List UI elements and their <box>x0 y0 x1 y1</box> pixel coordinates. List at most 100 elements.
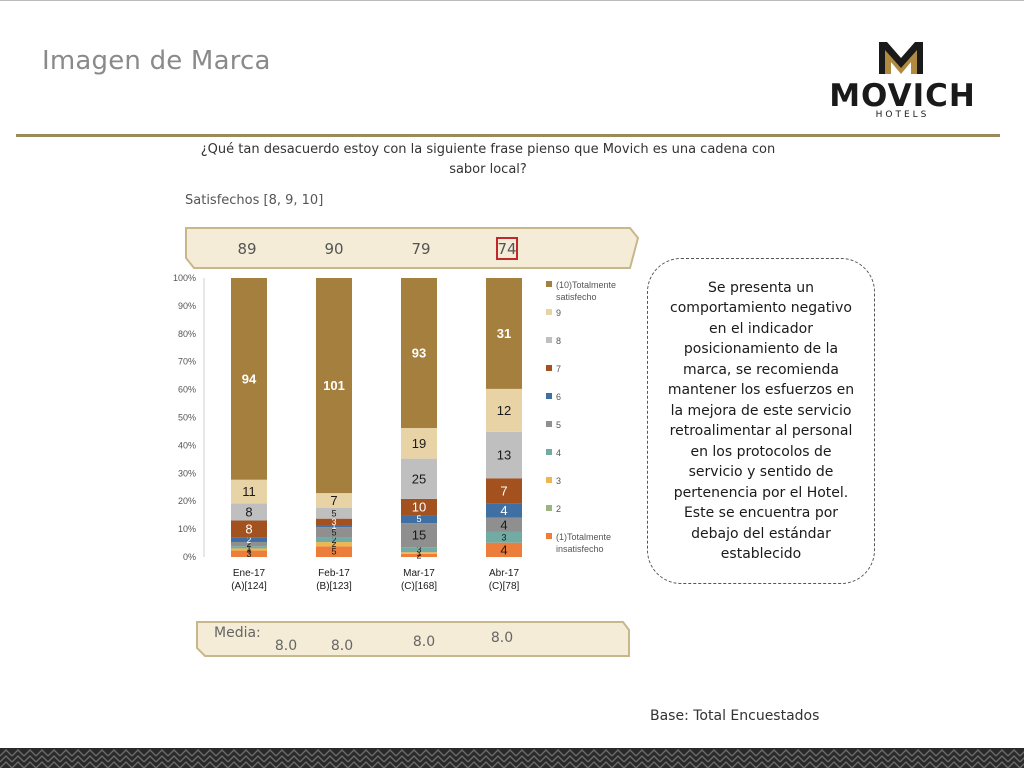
data-label-2-7: 25 <box>412 471 426 486</box>
bar-segment-1-7 <box>316 508 352 519</box>
callout-text: Se presenta un comportamiento negativo e… <box>667 279 855 563</box>
bar-segment-0-0 <box>231 550 267 557</box>
movich-logo: MOVICH HOTELS <box>815 38 990 122</box>
satisfied-highlight-box <box>496 237 518 260</box>
bar-segment-3-0 <box>486 542 522 557</box>
bar-segment-1-3 <box>316 537 352 543</box>
bar-segment-0-9 <box>231 278 267 480</box>
y-tick-label: 100% <box>173 273 196 283</box>
bar-segment-1-9 <box>316 278 352 494</box>
y-tick-label: 0% <box>183 552 196 562</box>
media-value-ene: 8.0 <box>274 638 298 654</box>
data-label-1-0: 5 <box>331 547 336 557</box>
legend-label: 8 <box>556 336 561 346</box>
legend-swatch <box>546 365 552 371</box>
header-rule <box>16 134 1000 137</box>
y-tick-label: 50% <box>178 413 196 423</box>
data-label-3-7: 13 <box>497 448 511 463</box>
bar-segment-2-8 <box>401 427 437 459</box>
x-tick-label-base: (C)[78] <box>489 581 520 592</box>
bar-segment-1-6 <box>316 518 352 526</box>
bar-segment-0-4 <box>231 541 267 547</box>
y-tick-label: 90% <box>178 301 196 311</box>
media-label: Media: <box>214 625 261 641</box>
legend-swatch <box>546 533 552 539</box>
data-label-1-3: 2 <box>331 535 336 545</box>
legend-swatch <box>546 337 552 343</box>
slide-title: Imagen de Marca <box>42 46 271 76</box>
bar-segment-3-3 <box>486 531 522 543</box>
legend-label: 4 <box>556 448 561 458</box>
legend-label: (10)Totalmente <box>556 280 616 290</box>
legend-label: satisfecho <box>556 292 597 302</box>
bar-segment-0-2 <box>231 548 267 551</box>
bar-segment-3-4 <box>486 517 522 532</box>
legend-label: 5 <box>556 420 561 430</box>
bar-segment-3-7 <box>486 431 522 479</box>
bar-segment-1-4 <box>316 527 352 538</box>
legend-swatch <box>546 309 552 315</box>
y-tick-label: 80% <box>178 329 196 339</box>
data-label-0-0: 3 <box>246 549 251 559</box>
x-tick-label-base: (B)[123] <box>316 581 352 592</box>
legend-label: (1)Totalmente <box>556 532 611 542</box>
data-label-0-2: 1 <box>246 544 251 554</box>
data-label-3-4: 4 <box>500 517 507 532</box>
data-label-2-5: 5 <box>416 514 421 524</box>
satisfied-value-ene: 89 <box>237 240 257 258</box>
data-label-3-3: 3 <box>501 532 506 542</box>
bar-segment-1-0 <box>316 546 352 557</box>
data-label-1-6: 3 <box>331 517 336 527</box>
top-rule <box>0 0 1024 1</box>
bar-segment-0-8 <box>231 479 267 504</box>
bar-segment-0-6 <box>231 520 267 538</box>
bar-segment-3-6 <box>486 478 522 504</box>
bar-segment-2-5 <box>401 515 437 524</box>
movich-m-mark-icon <box>879 42 923 74</box>
y-tick-label: 30% <box>178 468 196 478</box>
bar-segment-3-5 <box>486 503 522 518</box>
bar-segment-2-3 <box>401 547 437 553</box>
bar-segment-0-3 <box>231 546 267 549</box>
data-label-2-8: 19 <box>412 436 426 451</box>
data-label-3-6: 7 <box>500 483 507 498</box>
bar-segment-2-0 <box>401 553 437 557</box>
data-label-3-8: 12 <box>497 403 511 418</box>
data-label-0-4: 2 <box>246 539 251 549</box>
logo-subtitle: HOTELS <box>875 110 930 120</box>
legend-label: 7 <box>556 364 561 374</box>
legend-label: 3 <box>556 476 561 486</box>
x-tick-label-month: Mar-17 <box>403 568 435 579</box>
data-label-2-4: 15 <box>412 528 426 543</box>
data-label-2-6: 10 <box>412 500 426 515</box>
data-label-3-5: 4 <box>500 503 507 518</box>
data-label-0-7: 8 <box>245 504 252 519</box>
data-label-2-0: 2 <box>416 550 421 560</box>
data-label-2-9: 93 <box>412 345 426 360</box>
y-tick-label: 20% <box>178 496 196 506</box>
data-label-0-3: 1 <box>246 542 251 552</box>
data-label-2-2: 1 <box>416 548 421 558</box>
base-note: Base: Total Encuestados <box>650 708 820 724</box>
legend-swatch <box>546 281 552 287</box>
satisfied-banner <box>185 227 640 269</box>
stacked-bar-chart: 0%10%20%30%40%50%60%70%80%90%100%3112288… <box>173 273 616 592</box>
y-tick-label: 70% <box>178 357 196 367</box>
bar-segment-2-7 <box>401 458 437 499</box>
x-tick-label-month: Ene-17 <box>233 568 266 579</box>
data-label-0-9: 94 <box>242 371 257 386</box>
legend-label: 2 <box>556 504 561 514</box>
satisfied-value-feb: 90 <box>324 240 344 258</box>
bar-segment-2-9 <box>401 278 437 428</box>
legend-label: 6 <box>556 392 561 402</box>
data-label-0-6: 8 <box>245 522 252 537</box>
bar-segment-1-2 <box>316 542 352 547</box>
data-label-3-9: 31 <box>497 326 511 341</box>
media-value-abr: 8.0 <box>490 630 514 646</box>
data-label-3-0: 4 <box>500 542 507 557</box>
insight-callout: Se presenta un comportamiento negativo e… <box>647 258 875 584</box>
y-tick-label: 10% <box>178 524 196 534</box>
x-tick-label-base: (A)[124] <box>231 581 267 592</box>
data-label-1-9: 101 <box>323 378 345 393</box>
media-value-mar: 8.0 <box>412 634 436 650</box>
